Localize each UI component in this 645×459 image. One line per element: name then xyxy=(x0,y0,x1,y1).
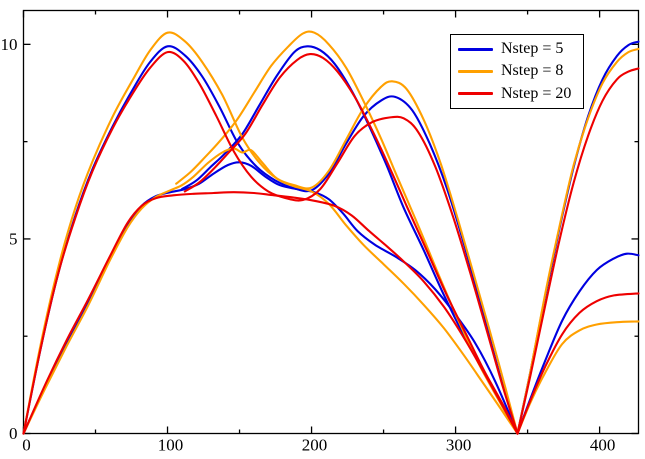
curve-nstep-20 xyxy=(516,292,640,435)
curve-nstep-20 xyxy=(516,67,640,435)
curve-nstep-5 xyxy=(22,45,519,435)
curve-nstep-8 xyxy=(22,147,519,435)
y-tick-label: 10 xyxy=(1,35,18,54)
curve-nstep-20 xyxy=(22,191,519,435)
curve-nstep-5 xyxy=(516,252,640,435)
x-tick-label: 400 xyxy=(590,436,616,455)
legend-line-swatch-orange xyxy=(458,69,493,73)
y-tick-label: 0 xyxy=(9,424,18,443)
curve-nstep-20 xyxy=(183,53,519,435)
legend-item: Nstep = 5 xyxy=(458,39,579,59)
legend-label: Nstep = 20 xyxy=(501,84,572,102)
plot-frame xyxy=(22,9,640,435)
legend: Nstep = 5 Nstep = 8 Nstep = 20 xyxy=(450,34,584,109)
curve-nstep-8 xyxy=(516,47,640,435)
y-tick-label: 5 xyxy=(9,229,18,248)
legend-item: Nstep = 20 xyxy=(458,84,579,104)
curve-nstep-5 xyxy=(22,161,519,435)
curve-nstep-20 xyxy=(22,50,519,435)
legend-label: Nstep = 8 xyxy=(501,62,564,80)
legend-item: Nstep = 8 xyxy=(458,61,579,81)
x-tick-label: 100 xyxy=(158,436,184,455)
legend-line-swatch-blue xyxy=(458,47,493,51)
legend-line-swatch-red xyxy=(458,92,493,96)
x-tick-label: 0 xyxy=(22,436,31,455)
x-tick-label: 200 xyxy=(302,436,328,455)
curve-nstep-8 xyxy=(516,320,640,435)
x-tick-label: 300 xyxy=(446,436,472,455)
legend-label: Nstep = 5 xyxy=(501,40,564,58)
